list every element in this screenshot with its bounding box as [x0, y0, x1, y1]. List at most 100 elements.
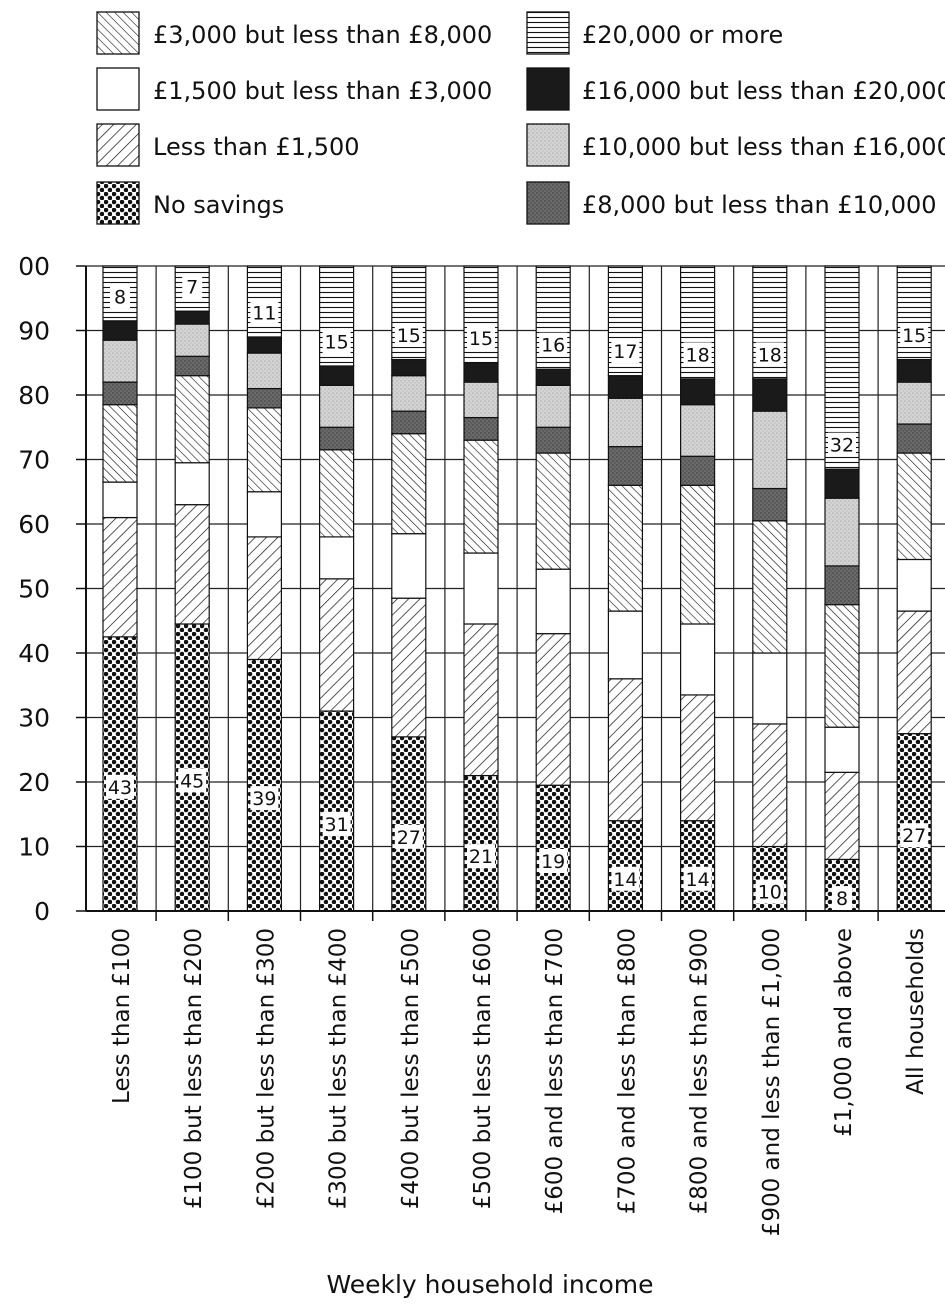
- bar-500-but-less-than-600: [463, 265, 499, 912]
- data-label: 11: [252, 302, 276, 324]
- bar-segment-8-000-but-less-than-10-000: [535, 426, 571, 454]
- legend-label: £8,000 but less than £10,000: [582, 191, 937, 219]
- legend-swatch: [526, 181, 570, 225]
- data-label: 19: [541, 851, 565, 873]
- bar-segment-1-500-but-less-than-3-000: [319, 536, 355, 580]
- x-tick-label-400-but-less-than-500: £400 but less than £500: [398, 928, 424, 1209]
- bar-segment-no-savings: [319, 710, 355, 912]
- legend-swatch: [96, 11, 140, 55]
- bar-segment-10-000-but-less-than-16-000: [535, 384, 571, 428]
- bar-segment-no-savings: [463, 774, 499, 912]
- data-label: 8: [114, 286, 126, 308]
- bar-segment-less-than-1-500: [607, 678, 644, 822]
- data-label-bg: [467, 844, 495, 869]
- bar-400-but-less-than-500: [391, 265, 427, 912]
- x-tick-label-less-than-100: Less than £100: [109, 928, 135, 1104]
- bar-segment-less-than-1-500: [319, 578, 355, 712]
- legend-item-10-000-but-less-than-16-000: £10,000 but less than £16,000: [526, 123, 945, 167]
- data-label: 18: [686, 344, 710, 366]
- data-label-bg: [832, 886, 852, 911]
- bar-segment-16-000-but-less-than-20-000: [174, 310, 210, 325]
- legend-swatch: [526, 123, 570, 167]
- bar-segment-8-000-but-less-than-10-000: [679, 455, 716, 486]
- bar-segment-no-savings: [679, 820, 716, 912]
- bar-segment-3-000-but-less-than-8-000: [752, 520, 788, 654]
- bar-segment-16-000-but-less-than-20-000: [391, 358, 427, 377]
- bar-segment-8-000-but-less-than-10-000: [391, 410, 427, 435]
- bar-segment-8-000-but-less-than-10-000: [463, 416, 499, 441]
- bar-segment-1-500-but-less-than-3-000: [824, 726, 860, 773]
- bar-segment-less-than-1-500: [246, 536, 282, 661]
- bar-less-than-100: [102, 265, 138, 912]
- bar-segment-3-000-but-less-than-8-000: [174, 375, 210, 464]
- bar-segment-3-000-but-less-than-8-000: [246, 407, 282, 493]
- bar-segment-16-000-but-less-than-20-000: [824, 468, 860, 499]
- y-tick-label: 70: [18, 446, 50, 475]
- bar-segment-1-500-but-less-than-3-000: [174, 462, 210, 506]
- data-label: 15: [397, 325, 421, 347]
- data-label: 45: [180, 770, 204, 792]
- gridlines: [86, 265, 945, 912]
- data-label-bg: [178, 768, 207, 793]
- x-tick-label-900-and-less-than-1-000: £900 and less than £1,000: [759, 928, 785, 1236]
- bar-segment-1-500-but-less-than-3-000: [752, 652, 788, 725]
- bar-segment-less-than-1-500: [679, 694, 716, 822]
- data-label: 18: [758, 344, 782, 366]
- bar-segment-no-savings: [535, 784, 571, 912]
- bar-segment-no-savings: [174, 623, 210, 912]
- bar-100-but-less-than-200: [174, 265, 210, 912]
- data-label: 21: [469, 846, 493, 868]
- bar-segment-10-000-but-less-than-16-000: [824, 497, 860, 567]
- legend-label: £1,500 but less than £3,000: [153, 77, 492, 105]
- y-tick-label: 90: [18, 317, 50, 346]
- bar-segment-3-000-but-less-than-8-000: [535, 452, 571, 570]
- bar-segment-10-000-but-less-than-16-000: [752, 410, 788, 490]
- x-tick-label-300-but-less-than-400: £300 but less than £400: [326, 928, 352, 1209]
- axes: 0 10 20 30 40 50 60 70 80 90 00 Less than £100 £100 …: [18, 252, 945, 1236]
- y-tick-label: 50: [18, 575, 50, 604]
- legend: £3,000 but less than £8,000 £1,500 but le…: [96, 11, 945, 225]
- legend-label: £10,000 but less than £16,000: [582, 133, 945, 161]
- bar-segment-less-than-1-500: [174, 504, 210, 625]
- data-label-bg: [755, 879, 784, 904]
- bar-segment-16-000-but-less-than-20-000: [102, 320, 138, 341]
- x-axis-title: Weekly household income: [326, 1270, 653, 1299]
- bar-segment-no-savings: [391, 736, 427, 912]
- data-label-bg: [394, 323, 423, 348]
- bar-segment-1-500-but-less-than-3-000: [102, 481, 138, 519]
- data-label: 10: [758, 882, 782, 904]
- data-label-bg: [110, 284, 130, 309]
- bar-segment-8-000-but-less-than-10-000: [319, 426, 355, 451]
- bar-segment-1-500-but-less-than-3-000: [535, 568, 571, 635]
- data-label: 15: [469, 328, 493, 350]
- bar-600-and-less-than-700: [535, 265, 571, 912]
- bar-segment-16-000-but-less-than-20-000: [607, 375, 644, 399]
- bar-segment-1-500-but-less-than-3-000: [679, 623, 716, 696]
- bar-segment-3-000-but-less-than-8-000: [391, 433, 427, 535]
- legend-label: £3,000 but less than £8,000: [153, 21, 492, 49]
- y-tick-label: 0: [34, 897, 50, 926]
- data-label-bg: [250, 786, 279, 811]
- y-tick-label: 30: [18, 704, 50, 733]
- bar-segment-3-000-but-less-than-8-000: [896, 452, 932, 561]
- bar-segment-less-than-1-500: [102, 516, 138, 638]
- bar-segment-less-than-1-500: [391, 597, 427, 738]
- x-tick-label-500-but-less-than-600: £500 but less than £600: [470, 928, 496, 1209]
- bar-segment-10-000-but-less-than-16-000: [463, 381, 499, 419]
- bar-segment-8-000-but-less-than-10-000: [752, 487, 788, 522]
- x-tick-label-700-and-less-than-800: £700 and less than £800: [614, 928, 640, 1214]
- bar-segment-10-000-but-less-than-16-000: [391, 375, 427, 412]
- data-label-bg: [828, 432, 856, 457]
- bar-segment-10-000-but-less-than-16-000: [607, 397, 644, 448]
- bar-segment-16-000-but-less-than-20-000: [463, 362, 499, 383]
- legend-label: £20,000 or more: [582, 21, 783, 49]
- data-label: 31: [325, 814, 349, 836]
- bar-segment-less-than-1-500: [824, 771, 860, 861]
- y-tick-label: 40: [18, 639, 50, 668]
- bar-segment-less-than-1-500: [535, 633, 571, 786]
- bar-segment-3-000-but-less-than-8-000: [319, 449, 355, 538]
- data-label: 32: [830, 435, 854, 457]
- legend-label: Less than £1,500: [153, 133, 360, 161]
- bar-segment-3-000-but-less-than-8-000: [463, 439, 499, 554]
